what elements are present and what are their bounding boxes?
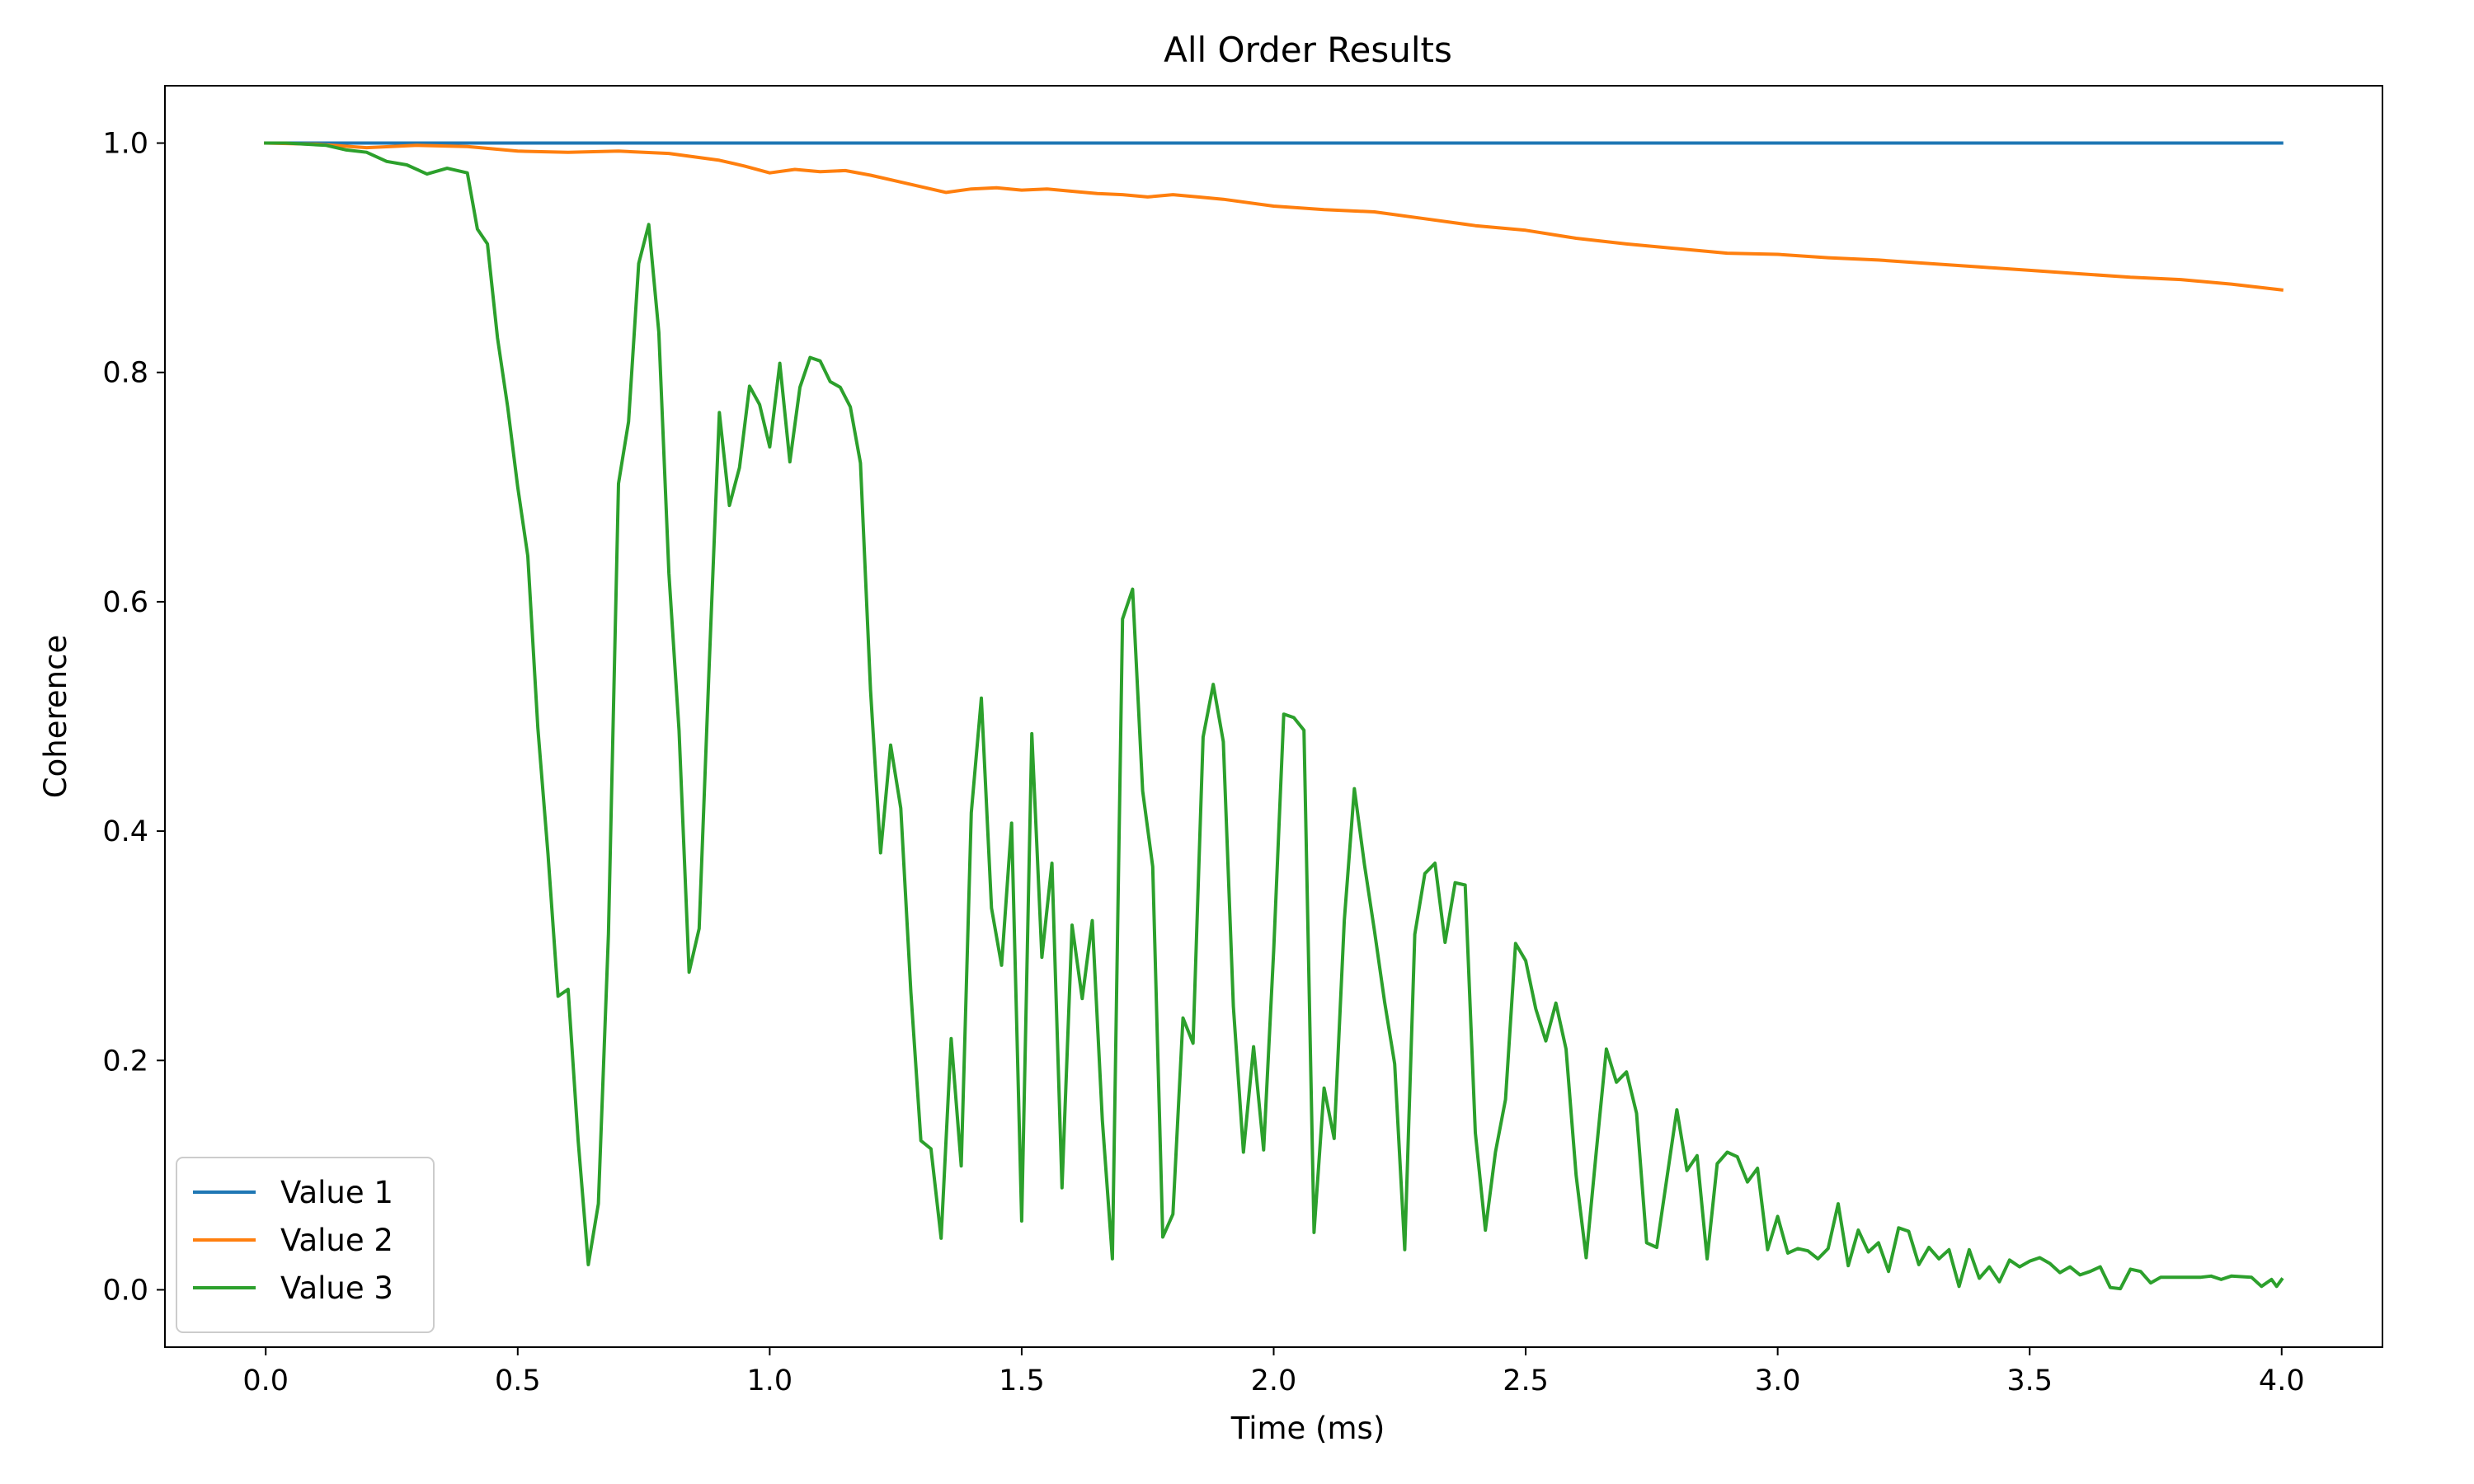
x-tick-label: 3.5: [2006, 1364, 2053, 1397]
x-tick-label: 3.0: [1755, 1364, 1801, 1397]
y-tick-label: 1.0: [102, 128, 148, 161]
x-tick-label: 4.0: [2259, 1364, 2305, 1397]
y-tick-label: 0.4: [102, 815, 148, 848]
x-tick-label: 1.0: [747, 1364, 793, 1397]
x-tick-label: 1.5: [999, 1364, 1045, 1397]
y-tick-label: 0.2: [102, 1045, 148, 1078]
y-tick-label: 0.8: [102, 357, 148, 390]
series-line-3: [264, 141, 2284, 1291]
y-tick-label: 0.0: [102, 1274, 148, 1307]
y-axis-label: Coherence: [38, 635, 73, 798]
chart-title: All Order Results: [1164, 30, 1452, 70]
legend-label: Value 1: [280, 1175, 393, 1210]
series-line-2: [264, 141, 2284, 292]
legend-label: Value 3: [280, 1270, 393, 1306]
x-tick-label: 2.5: [1503, 1364, 1549, 1397]
x-axis: 0.0 0.5 1.0 1.5 2.0 2.5 3.0 3.5 4.0: [242, 1347, 2305, 1397]
x-tick-label: 2.0: [1251, 1364, 1297, 1397]
x-axis-label: Time (ms): [1230, 1411, 1385, 1446]
y-tick-label: 0.6: [102, 586, 148, 619]
x-tick-label: 0.5: [495, 1364, 541, 1397]
y-axis: 0.0 0.2 0.4 0.6 0.8 1.0: [102, 128, 165, 1307]
legend: Value 1 Value 2 Value 3: [176, 1157, 435, 1333]
series-layer: [264, 141, 2284, 1291]
legend-label: Value 2: [280, 1223, 393, 1258]
x-tick-label: 0.0: [242, 1364, 289, 1397]
